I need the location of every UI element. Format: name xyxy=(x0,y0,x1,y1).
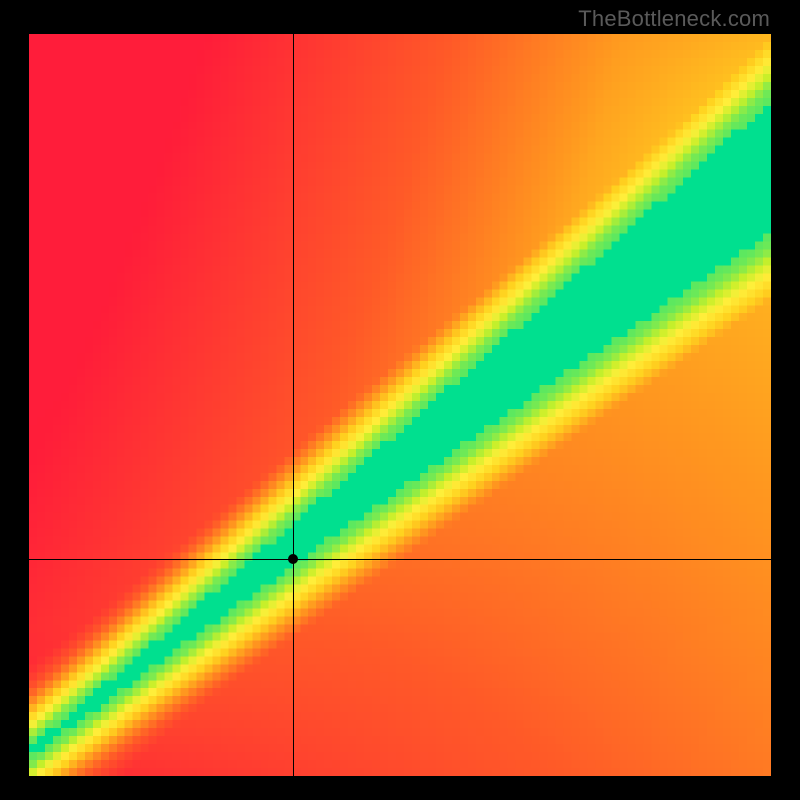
bottleneck-heatmap xyxy=(29,34,771,776)
crosshair-dot xyxy=(288,554,298,564)
crosshair-vertical xyxy=(293,34,294,776)
crosshair-horizontal xyxy=(29,559,771,560)
frame-border-bottom xyxy=(0,776,800,800)
watermark-text: TheBottleneck.com xyxy=(578,6,770,32)
frame-border-left xyxy=(0,0,29,800)
frame-border-right xyxy=(771,0,800,800)
